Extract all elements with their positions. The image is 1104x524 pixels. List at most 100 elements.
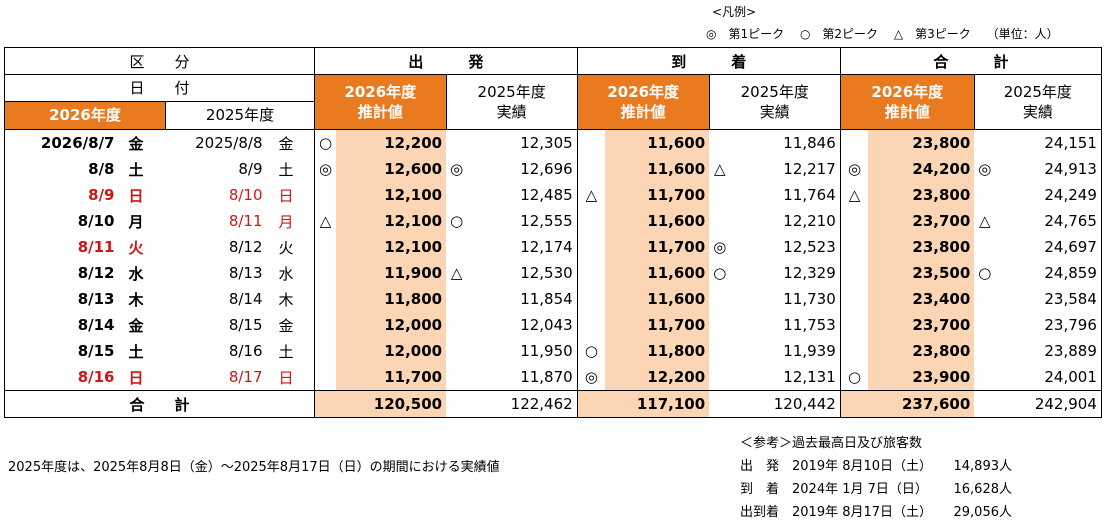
dep-2026-value: 12,000 xyxy=(336,338,447,364)
peak-mark-arr-2025 xyxy=(709,364,730,391)
arr-2025-value: 11,939 xyxy=(783,342,836,360)
reference-label: 出 発 xyxy=(740,459,780,474)
legend-item-peak1: ◎ 第1ピーク xyxy=(706,27,785,41)
peak-mark-dep-2025 xyxy=(446,182,467,208)
arr-2026-value: 11,600 xyxy=(605,156,710,182)
peak-mark-tot-2025: ○ xyxy=(978,264,992,282)
dep-2025-value: 12,530 xyxy=(520,264,573,282)
peak-mark-arr-2026 xyxy=(576,286,606,312)
table-row: 8/9 日 8/10 日 12,100 12,485 △ 11,700 11,764 △ 23,80… xyxy=(4,182,1102,208)
dep-2025-value: 12,696 xyxy=(520,160,573,178)
arr-2026-value: 11,700 xyxy=(605,312,710,338)
date-2025: 8/15 xyxy=(228,316,263,334)
date-2025: 8/14 xyxy=(228,290,263,308)
tot-2026-value: 23,900 xyxy=(868,364,975,391)
header-row-1: 区 分 出 発 到 着 合 計 xyxy=(4,47,1102,75)
peak-mark-tot-2025 xyxy=(974,312,995,338)
tot-2026-value: 23,500 xyxy=(868,260,975,286)
totals-arr-2026: 117,100 xyxy=(605,390,710,418)
peak-mark-dep-2026 xyxy=(314,338,337,364)
dep-2025-value: 11,854 xyxy=(520,290,573,308)
weekday-2025: 金 xyxy=(274,129,315,156)
peak-mark-dep-2026 xyxy=(314,312,337,338)
table-row: 8/8 土 8/9 土 ◎ 12,600 ◎ 12,696 11,600 △ 12,217 ◎ 24,2… xyxy=(4,156,1102,182)
legend-item-peak3: △ 第3ピーク xyxy=(893,27,971,41)
peak-mark-arr-2026 xyxy=(576,260,606,286)
header-kubun: 区 分 xyxy=(4,47,315,75)
totals-tot-2026: 237,600 xyxy=(868,390,975,418)
peak-mark-dep-2026: ◎ xyxy=(314,156,337,182)
peak-mark-arr-2026: ◎ xyxy=(576,364,606,391)
peak-mark-tot-2025 xyxy=(974,234,995,260)
arr-2025-value: 11,730 xyxy=(783,290,836,308)
dep-2026-value: 11,700 xyxy=(336,364,447,391)
fy-2025-label: 2025年度 xyxy=(1003,83,1072,101)
peak-mark-arr-2025 xyxy=(709,286,730,312)
tot-2025-value: 24,859 xyxy=(995,260,1102,286)
tot-2025-value: 24,151 xyxy=(995,129,1102,156)
peak-mark-dep-2026 xyxy=(314,364,337,391)
date-2025: 8/13 xyxy=(228,264,263,282)
weekday-2026: 日 xyxy=(128,368,144,387)
arr-2026-value: 11,600 xyxy=(605,286,710,312)
date-2026: 2026/8/7 xyxy=(4,129,125,156)
tot-2025-value: 24,001 xyxy=(995,364,1102,391)
peak-mark-tot-2026 xyxy=(839,312,869,338)
arr-2026-value: 11,600 xyxy=(605,260,710,286)
peak-mark-arr-2025 xyxy=(709,130,730,157)
actual-label: 実績 xyxy=(1022,103,1053,121)
tot-2025-value: 24,697 xyxy=(995,234,1102,260)
legend-title: <凡例> xyxy=(712,5,757,19)
peak-mark-dep-2026 xyxy=(314,234,337,260)
fy-2025-label: 2025年度 xyxy=(477,83,546,101)
tot-2025-value: 24,249 xyxy=(995,182,1102,208)
est-label: 推計値 xyxy=(620,103,666,121)
peak-mark-dep-2026 xyxy=(314,260,337,286)
tot-2026-value: 23,800 xyxy=(868,129,975,156)
reference-row: 到 着 2024年 1月 7日（日） 16,628人 xyxy=(740,478,1012,501)
weekday-2025: 木 xyxy=(274,286,315,312)
tot-2026-value: 23,700 xyxy=(868,208,975,234)
totals-dep-2026: 120,500 xyxy=(336,390,447,418)
peak-mark-dep-2025: △ xyxy=(450,264,463,282)
peak-mark-tot-2025 xyxy=(974,338,995,364)
totals-row: 合 計 120,500 122,462 117,100 120,442 237,… xyxy=(4,390,1102,418)
arr-2025-value: 12,523 xyxy=(783,238,836,256)
reference-row: 出到着 2019年 8月17日（土） 29,056人 xyxy=(740,501,1012,524)
legend-item-peak2: ○ 第2ピーク xyxy=(799,27,879,41)
arr-2025-value: 11,846 xyxy=(783,134,836,152)
tot-2026-value: 24,200 xyxy=(868,156,975,182)
date-2025: 2025/8/8 xyxy=(195,134,263,152)
arr-2026-value: 11,700 xyxy=(605,182,710,208)
arr-2025-value: 12,217 xyxy=(783,160,836,178)
peak-mark-dep-2025 xyxy=(446,338,467,364)
date-2026: 8/15 xyxy=(4,338,125,364)
reference-label: 出到着 xyxy=(740,505,780,520)
weekday-2025: 火 xyxy=(274,234,315,260)
header-departure: 出 発 xyxy=(314,47,578,75)
table-row: 8/15 土 8/16 土 12,000 11,950 ○ 11,800 11,939 23,80… xyxy=(4,338,1102,364)
date-2026: 8/16 xyxy=(4,364,125,391)
header-arr-2025: 2025年度 実績 xyxy=(708,74,841,130)
weekday-2025: 日 xyxy=(274,182,315,208)
table-row: 8/10 月 8/11 月 △ 12,100 ○ 12,555 11,600 12,210 23,7… xyxy=(4,208,1102,234)
reference-date: 2019年 8月17日（土） xyxy=(792,505,933,520)
weekday-2026: 火 xyxy=(128,238,144,257)
date-2026: 8/12 xyxy=(4,260,125,286)
dep-2025-value: 12,174 xyxy=(520,238,573,256)
peak-mark-dep-2025 xyxy=(446,234,467,260)
legend: <凡例> ◎ 第1ピーク ○ 第2ピーク △ 第3ピーク （単位：人） xyxy=(706,4,1071,42)
peak-mark-dep-2026 xyxy=(314,286,337,312)
weekday-2026: 土 xyxy=(128,342,144,361)
date-2025: 8/12 xyxy=(228,238,263,256)
peak-mark-arr-2025 xyxy=(709,338,730,364)
dep-2025-value: 12,555 xyxy=(520,212,573,230)
dep-2025-value: 12,305 xyxy=(520,134,573,152)
weekday-2026: 金 xyxy=(128,316,144,335)
header-arrival: 到 着 xyxy=(576,47,841,75)
fy-2026-label: 2026年度 xyxy=(344,83,417,101)
dep-2026-value: 12,100 xyxy=(336,208,447,234)
peak-mark-tot-2026: △ xyxy=(839,182,869,208)
peak-mark-tot-2025: ◎ xyxy=(978,160,992,178)
peak-mark-tot-2025 xyxy=(974,286,995,312)
